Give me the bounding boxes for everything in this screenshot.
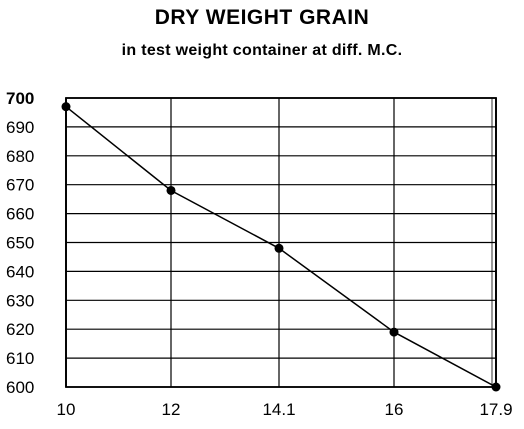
y-tick-label: 610	[6, 349, 34, 368]
y-tick-label: 660	[6, 205, 34, 224]
y-tick-label: 700	[6, 89, 34, 108]
x-tick-label: 12	[162, 400, 181, 419]
y-tick-label: 680	[6, 147, 34, 166]
data-point	[389, 327, 399, 337]
x-tick-label: 16	[385, 400, 404, 419]
y-tick-label: 650	[6, 234, 34, 253]
y-tick-label: 600	[6, 378, 34, 397]
y-tick-label: 620	[6, 320, 34, 339]
x-tick-label: 17.9	[479, 400, 512, 419]
y-axis-tick-labels: 700 690 680 670 660 650 640 630 620 610 600	[6, 89, 34, 397]
chart-title: DRY WEIGHT GRAIN	[154, 6, 370, 29]
x-tick-label: 10	[57, 400, 76, 419]
data-series	[61, 102, 501, 392]
x-tick-label: 14.1	[262, 400, 295, 419]
y-tick-label: 640	[6, 262, 34, 281]
data-point	[166, 185, 176, 195]
y-tick-label: 690	[6, 118, 34, 137]
plot-frame	[65, 97, 497, 388]
chart-grid	[65, 97, 497, 388]
data-point	[61, 102, 71, 112]
chart-subtitle: in test weight container at diff. M.C.	[121, 42, 403, 59]
data-point	[274, 243, 284, 253]
y-tick-label: 670	[6, 176, 34, 195]
y-tick-label: 630	[6, 291, 34, 310]
x-axis-tick-labels: 10 12 14.1 16 17.9	[57, 400, 513, 419]
data-point	[491, 382, 501, 392]
